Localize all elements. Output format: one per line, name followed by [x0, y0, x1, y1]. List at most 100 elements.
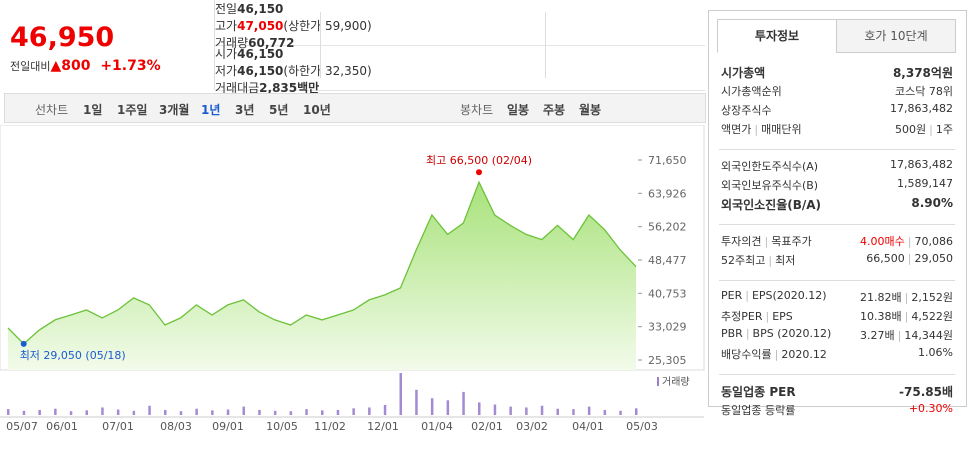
- label: 2020.12: [781, 348, 827, 361]
- max-dot: [476, 169, 482, 176]
- value: -75.85배: [899, 385, 953, 399]
- candle[interactable]: 주봉: [543, 103, 566, 117]
- volume-bar: [352, 408, 355, 415]
- separator: |: [764, 235, 769, 248]
- candle[interactable]: 일봉: [507, 103, 530, 117]
- candle-label: 봉차트: [460, 103, 494, 117]
- volume-bar: [179, 411, 183, 415]
- value: 46,150: [237, 64, 284, 78]
- label: 시가: [215, 47, 238, 61]
- value: 46,150: [237, 2, 284, 16]
- period[interactable]: 3개월: [159, 103, 190, 117]
- volume-bar: [399, 373, 402, 415]
- volume-label: 거래량: [662, 376, 690, 388]
- values: 10.38배 | 4,522원: [860, 308, 953, 324]
- x-tick-label: 12/01: [367, 420, 399, 433]
- tab[interactable]: 호가 10단계: [836, 19, 956, 53]
- summary-cell: 시가46,150: [215, 45, 705, 62]
- period[interactable]: 1일: [83, 103, 103, 117]
- volume-bar: [148, 405, 151, 415]
- values: 66,500 | 29,050: [866, 252, 953, 265]
- x-tick-label: 11/02: [314, 420, 346, 433]
- volume-bar: [22, 410, 26, 415]
- volume-bar: [38, 409, 41, 415]
- label: 외국인한도주식수(A): [721, 160, 819, 173]
- period[interactable]: 3년: [235, 103, 255, 117]
- label: 저가: [215, 64, 238, 78]
- value: 47,050: [237, 19, 284, 33]
- price-line: [7, 180, 637, 345]
- volume-bar: [635, 408, 638, 415]
- x-tick-label: 07/01: [102, 420, 134, 433]
- period[interactable]: 1주일: [117, 103, 148, 117]
- volume-bar: [116, 409, 120, 415]
- tab[interactable]: 투자정보: [717, 19, 837, 53]
- max-label: 최고 66,500 (02/04): [426, 154, 532, 167]
- volume-bar: [603, 409, 607, 415]
- y-tick-label: 71,650: [648, 154, 687, 167]
- label: 매매단위: [761, 123, 802, 136]
- separator: |: [904, 310, 909, 323]
- info-row: 외국인소진율(B/A) 8.90%: [721, 196, 953, 213]
- value: 46,150: [237, 47, 284, 61]
- values: 8,378억원: [893, 64, 953, 81]
- period[interactable]: 5년: [269, 103, 289, 117]
- summary: 전일46,150 고가47,050(상한가 59,900) 거래량60,772 시가4…: [215, 0, 705, 95]
- value: 10.38배: [860, 310, 902, 323]
- separator: |: [765, 310, 770, 323]
- divider: [320, 12, 321, 78]
- x-tick-label: 01/04: [421, 420, 453, 433]
- extra: (상한가 59,900): [283, 19, 372, 33]
- separator: |: [904, 291, 909, 304]
- y-tick-label: 56,202: [648, 221, 687, 234]
- value: 8.90%: [911, 196, 953, 210]
- value: 1,589,147: [897, 177, 953, 190]
- values: -75.85배: [899, 383, 953, 400]
- summary-cell: 전일46,150: [215, 0, 705, 17]
- separator: |: [907, 235, 912, 248]
- values: 21.82배 | 2,152원: [860, 289, 953, 305]
- volume-bar: [336, 409, 340, 415]
- chart: 25,305 33,029 40,753 48,477 56,202 63,926 71,6…: [0, 125, 705, 433]
- volume-bar: [164, 409, 167, 415]
- volume-bar: [556, 408, 559, 415]
- value: 29,050: [914, 252, 954, 265]
- label: PBR: [721, 327, 743, 340]
- label: 동일업종 등락률: [721, 404, 796, 417]
- extra: 백만: [297, 81, 320, 95]
- summary-row: 전일46,150 고가47,050(상한가 59,900) 거래량60,772: [215, 0, 705, 50]
- separator: |: [745, 289, 749, 302]
- candle[interactable]: 월봉: [579, 103, 602, 117]
- values: 17,863,482: [890, 102, 953, 115]
- separator: |: [929, 123, 933, 136]
- values: 코스닥 78위: [895, 83, 953, 99]
- volume-bar: [540, 405, 544, 415]
- period[interactable]: 10년: [303, 103, 331, 117]
- volume-bar: [619, 410, 622, 415]
- x-tick-label: 05/03: [626, 420, 658, 433]
- up-arrow: ▲: [50, 58, 62, 74]
- label: 전일: [215, 2, 238, 16]
- volume-bar: [7, 409, 10, 415]
- separator: |: [907, 252, 912, 265]
- separator: |: [754, 123, 759, 136]
- min-dot: [20, 340, 27, 347]
- value: 2,835: [259, 81, 298, 95]
- info-row: 동일업종 PER -75.85배: [721, 383, 953, 400]
- volume-bar: [321, 410, 324, 415]
- y-tick-label: 48,477: [648, 254, 687, 267]
- volume-bar: [525, 407, 528, 415]
- x-tick-label: 08/03: [160, 420, 192, 433]
- period[interactable]: 1년: [201, 103, 221, 117]
- values: +0.30%: [909, 402, 953, 415]
- volume-bar: [446, 400, 450, 415]
- label: BPS (2020.12): [752, 327, 832, 340]
- values: 1.06%: [918, 346, 953, 359]
- volume-bar: [69, 411, 73, 415]
- info-row: 외국인한도주식수(A) 17,863,482: [721, 158, 953, 174]
- x-tick-label: 03/02: [516, 420, 548, 433]
- volume-bar: [462, 391, 465, 415]
- info-row: 시가총액 8,378억원: [721, 64, 953, 81]
- label: 거래대금: [215, 81, 260, 95]
- change-pct: +1.73%: [100, 58, 161, 74]
